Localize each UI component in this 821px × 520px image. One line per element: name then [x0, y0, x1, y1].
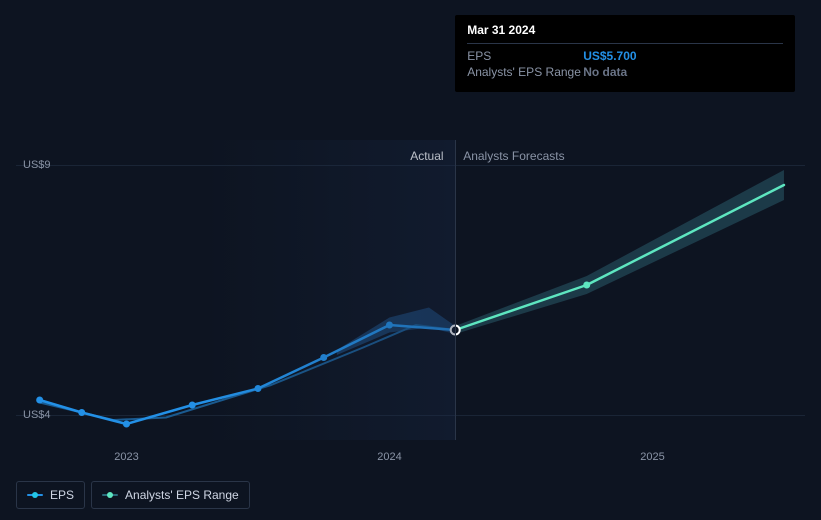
y-axis-label: US$4: [23, 409, 51, 421]
legend: EPS Analysts' EPS Range: [16, 481, 250, 509]
section-label-forecast: Analysts Forecasts: [463, 149, 564, 163]
legend-swatch: [27, 494, 43, 496]
tooltip-row: EPSUS$5.700: [467, 48, 783, 64]
eps-actual-point[interactable]: [123, 421, 130, 428]
legend-label: EPS: [50, 488, 74, 502]
legend-label: Analysts' EPS Range: [125, 488, 239, 502]
tooltip-key: EPS: [467, 49, 583, 63]
legend-swatch: [102, 494, 118, 496]
x-axis-label: 2025: [640, 451, 664, 463]
actual-forecast-divider: [455, 140, 456, 440]
legend-dot-icon: [32, 492, 38, 498]
eps-actual-point[interactable]: [36, 397, 43, 404]
legend-dot-icon: [107, 492, 113, 498]
tooltip-row: Analysts' EPS RangeNo data: [467, 64, 783, 80]
tooltip-value: US$5.700: [583, 49, 636, 63]
x-axis-label: 2023: [114, 451, 138, 463]
eps-actual-point[interactable]: [78, 409, 85, 416]
actual-shade: [205, 140, 455, 440]
tooltip-value: No data: [583, 65, 627, 79]
forecast-band: [455, 170, 784, 334]
x-axis-label: 2024: [377, 451, 401, 463]
tooltip-key: Analysts' EPS Range: [467, 65, 583, 79]
chart-container: US$4US$9 202320242025 Actual Analysts Fo…: [16, 0, 805, 520]
y-axis-label: US$9: [23, 159, 51, 171]
eps-forecast-point[interactable]: [583, 282, 590, 289]
eps-actual-point[interactable]: [189, 402, 196, 409]
legend-item[interactable]: EPS: [16, 481, 85, 509]
tooltip: Mar 31 2024 EPSUS$5.700Analysts' EPS Ran…: [455, 15, 795, 92]
tooltip-date: Mar 31 2024: [467, 23, 783, 44]
legend-item[interactable]: Analysts' EPS Range: [91, 481, 250, 509]
